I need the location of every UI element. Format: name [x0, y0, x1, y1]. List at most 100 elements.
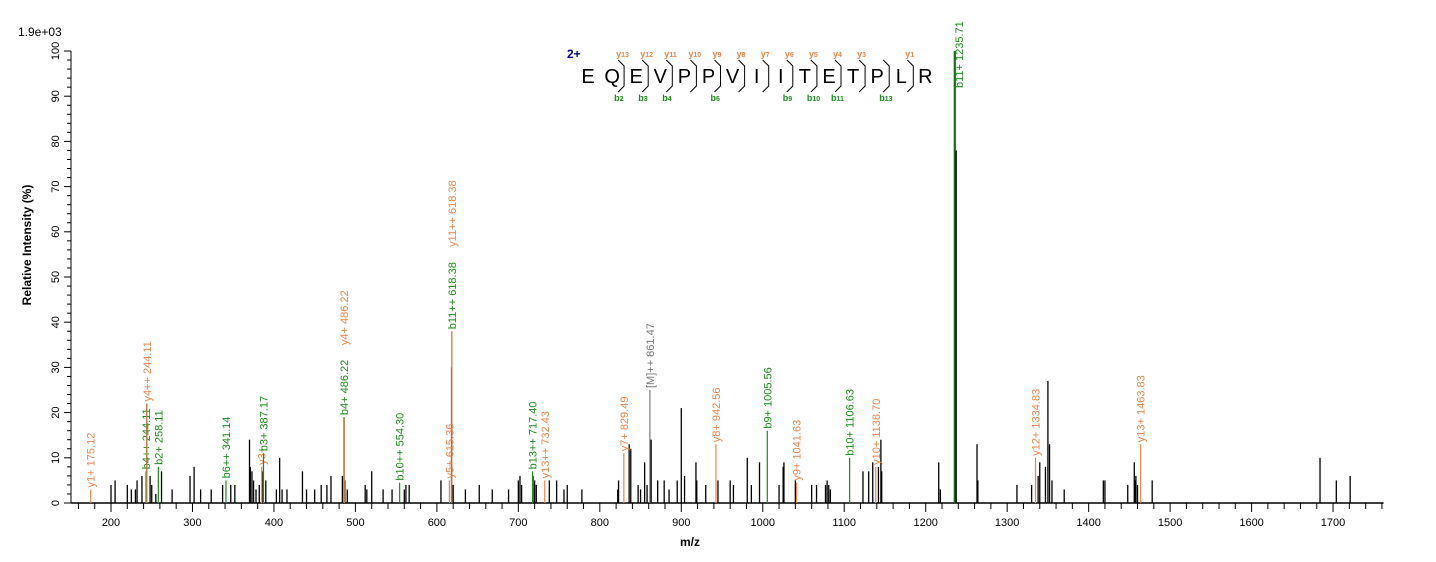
cleavage-mark [810, 59, 818, 93]
y-ion-label: y1 [905, 49, 914, 59]
cleavage-mark [786, 59, 794, 93]
residue-letter: E [630, 66, 643, 88]
peak-annotation-label: b3+ 387.17 [258, 396, 270, 451]
x-axis-title: m/z [680, 535, 700, 549]
residue-letter: E [581, 66, 594, 88]
y-tick-label: 80 [50, 135, 62, 147]
x-tick-label: 600 [428, 517, 446, 529]
b-ion-label: b2 [614, 93, 624, 103]
peak-annotation-label: y4+ 486.22 [339, 290, 351, 345]
residue-letter: P [678, 66, 691, 88]
peak-annotation-label: b10+ 1106.63 [845, 389, 857, 456]
charge-state-label: 2+ [567, 47, 581, 61]
peak-annotation-label: y13+ 1463.83 [1136, 375, 1148, 442]
peaks [110, 51, 1351, 503]
b-ion-label: b13 [879, 93, 892, 103]
y-tick-label: 70 [50, 180, 62, 192]
y-tick-label: 100 [50, 42, 62, 60]
peak-annotation-label: b11++ 618.38 [447, 262, 459, 329]
cleavage-mark [834, 59, 842, 93]
x-tick-label: 400 [265, 517, 283, 529]
residue-letter: V [726, 66, 740, 88]
y-ion-label: y12 [640, 49, 653, 59]
x-tick-label: 1200 [913, 517, 937, 529]
x-tick-label: 700 [509, 517, 527, 529]
peak-annotation-label: b4+ 486.22 [339, 360, 351, 415]
cleavage-mark [641, 59, 649, 93]
y-tick-label: 10 [50, 452, 62, 464]
cleavage-mark [906, 59, 914, 93]
cleavage-mark [882, 59, 890, 93]
y-tick-label: 30 [50, 361, 62, 373]
x-tick-label: 1100 [832, 517, 856, 529]
residue-letter: T [847, 66, 859, 88]
x-tick-label: 1700 [1321, 517, 1345, 529]
peak-annotation-label: y5+ 615.36 [444, 424, 456, 479]
y-ion-label: y4 [833, 49, 842, 59]
residue-letter: R [918, 66, 932, 88]
residue-letter: V [654, 66, 668, 88]
peak-annotation-label: y10+ 1138.70 [871, 399, 883, 465]
peak-annotation-label: b9+ 1005.56 [762, 367, 774, 428]
y-ion-label: y3 [857, 49, 866, 59]
x-tick-label: 800 [591, 517, 609, 529]
cleavage-mark [858, 59, 866, 93]
peak-annotation-label: b11+ 1235.71 [954, 21, 966, 88]
b-ion-label: b4 [662, 93, 672, 103]
y-ion-label: y13 [616, 49, 629, 59]
x-tick-label: 1600 [1239, 517, 1263, 529]
peak-annotation-label: y4++ 244.11 [142, 341, 154, 401]
b-ion-label: b10 [807, 93, 820, 103]
residue-letter: T [799, 66, 811, 88]
b-ion-label: b6 [711, 93, 721, 103]
peak-annotation-label: [M]++ 861.47 [645, 323, 657, 388]
y-axis-title: Relative Intensity (%) [20, 185, 34, 306]
residue-letter: Q [604, 66, 620, 88]
cleavage-mark [762, 59, 770, 93]
y-ion-label: y7 [761, 49, 770, 59]
residue-letter: E [822, 66, 835, 88]
y-ion-label: y10 [688, 49, 701, 59]
b-ion-label: b9 [783, 93, 793, 103]
peak-annotation-label: y13++ 732.43 [540, 411, 552, 478]
peak-annotation-label: b10++ 554.30 [395, 413, 407, 481]
residue-letter: P [871, 66, 884, 88]
peak-annotation-label: b2+ 258.11 [153, 410, 165, 465]
peak-annotation-label: y8+ 942.56 [711, 387, 723, 442]
residue-letter: L [896, 66, 907, 88]
peak-annotation-label: y12+ 1334.83 [1031, 389, 1043, 456]
cleavage-mark [714, 59, 721, 93]
x-tick-label: 200 [102, 517, 120, 529]
y-tick-label: 50 [50, 271, 62, 283]
peak-annotation-label: b13++ 717.40 [528, 401, 540, 469]
y-ion-label: y5 [809, 49, 818, 59]
peak-annotation-label: b6++ 341.14 [221, 417, 233, 479]
x-tick-label: 1000 [751, 517, 775, 529]
y-ion-label: y8 [737, 49, 746, 59]
peak-annotation-label: y1+ 175.12 [86, 433, 98, 488]
y-ion-label: y9 [713, 49, 722, 59]
b-ion-label: b3 [638, 93, 648, 103]
cleavage-mark [665, 59, 673, 93]
y-ion-label: y6 [785, 49, 794, 59]
y-tick-label: 20 [50, 406, 62, 418]
residue-letter: I [754, 66, 760, 88]
intensity-scale-label: 1.9e+03 [18, 25, 62, 39]
y-tick-label: 90 [50, 90, 62, 102]
x-tick-label: 900 [672, 517, 690, 529]
axes: 200 300 400 500 600 700 800 900 1000 1100 1200 1300… [50, 42, 1384, 529]
x-tick-label: 500 [346, 517, 364, 529]
cleavage-mark [690, 59, 697, 93]
b-ion-label: b11 [831, 93, 844, 103]
peak-annotation-label: y11++ 618.38 [447, 180, 459, 246]
x-tick-label: 300 [183, 517, 201, 529]
x-tick-label: 1300 [995, 517, 1019, 529]
x-tick-label: 1400 [1076, 517, 1100, 529]
y-ion-label: y11 [664, 49, 677, 59]
peak-annotation-label: y9+ 1041.63 [792, 420, 804, 481]
x-tick-label: 1500 [1158, 517, 1182, 529]
residue-letter: I [778, 66, 784, 88]
